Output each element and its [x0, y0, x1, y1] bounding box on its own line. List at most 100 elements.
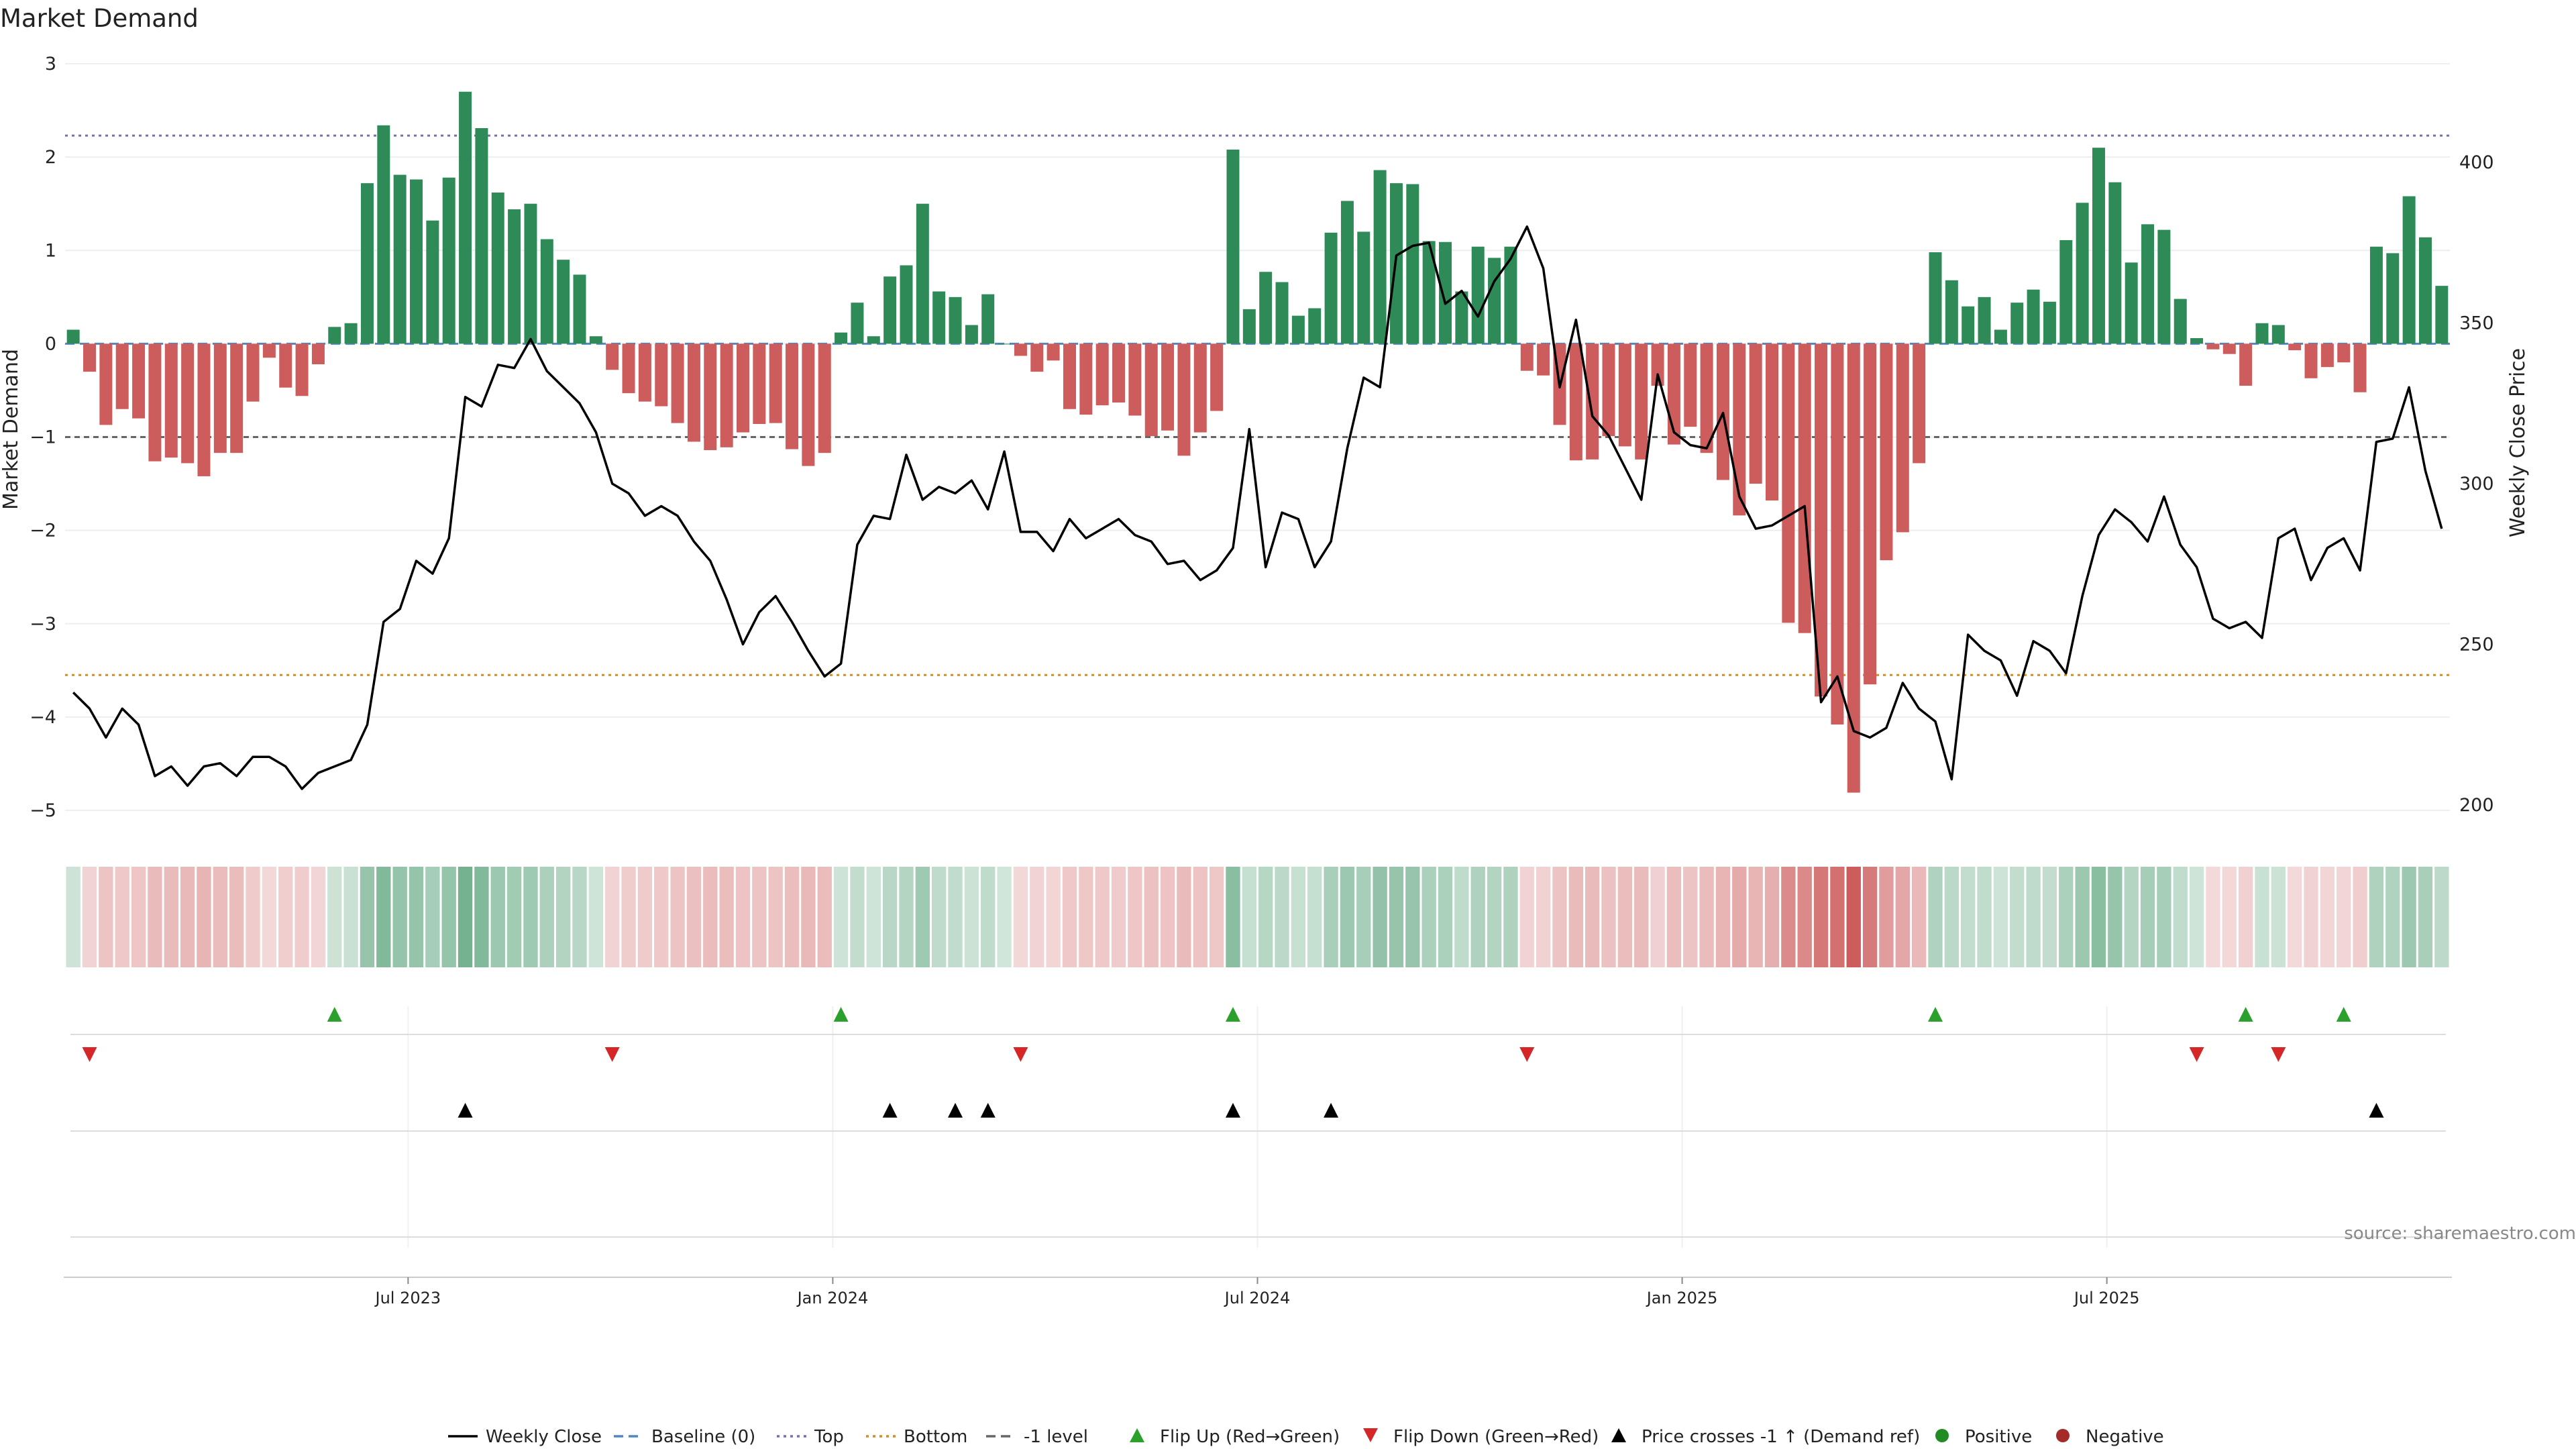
negative-bar: [1864, 343, 1877, 685]
positive-bar: [851, 303, 864, 344]
negative-bar: [132, 343, 146, 419]
heat-cell: [2075, 867, 2090, 967]
positive-bar: [2027, 289, 2040, 344]
chart-title: Market Demand: [0, 4, 199, 33]
heat-cell: [1993, 867, 2008, 967]
heat-cell: [539, 867, 554, 967]
heat-cell: [360, 867, 375, 967]
heat-cell: [2255, 867, 2269, 967]
positive-bar: [1471, 246, 1485, 344]
x-tick-label: Jul 2025: [2073, 1289, 2140, 1307]
negative-bar: [671, 343, 684, 423]
heat-cell: [523, 867, 538, 967]
positive-bar: [491, 192, 504, 344]
positive-bar: [1308, 308, 1322, 344]
positive-bar: [1259, 272, 1273, 344]
heat-cell: [376, 867, 391, 967]
heat-cell: [637, 867, 653, 967]
positive-bar: [2076, 203, 2089, 344]
negative-bar: [606, 343, 619, 370]
negative-bar: [181, 343, 195, 464]
legend-label: Flip Down (Green→Red): [1393, 1427, 1599, 1447]
legend-item: Price crosses -1 ↑ (Demand ref): [1611, 1427, 1920, 1447]
heat-cell: [1519, 867, 1534, 967]
price-cross-marker: [458, 1103, 473, 1118]
heat-cell: [2059, 867, 2074, 967]
legend-label: Negative: [2086, 1427, 2164, 1447]
heat-cell: [719, 867, 734, 967]
heat-cell: [1356, 867, 1371, 967]
positive-bar: [1275, 282, 1289, 344]
y-tick-label: −2: [30, 521, 56, 541]
heat-cell: [833, 867, 849, 967]
positive-bar: [932, 291, 946, 344]
heat-cell: [670, 867, 685, 967]
heat-cell: [2222, 867, 2237, 967]
heat-cell: [2042, 867, 2057, 967]
heat-cell: [1846, 867, 1861, 967]
price-cross-marker: [882, 1103, 898, 1118]
heat-cell: [1666, 867, 1682, 967]
heat-cell: [458, 867, 473, 967]
negative-bar: [1210, 343, 1224, 411]
negative-bar: [687, 343, 700, 442]
heat-cell: [686, 867, 702, 967]
positive-bar: [1373, 170, 1387, 344]
positive-bar: [2174, 299, 2187, 344]
negative-bar: [2206, 343, 2220, 350]
heat-cell: [752, 867, 767, 967]
legend-swatch: [1130, 1428, 1144, 1442]
heat-cell: [1454, 867, 1469, 967]
heat-cell: [2206, 867, 2220, 967]
heat-cell: [2124, 867, 2139, 967]
heat-cell: [148, 867, 162, 967]
positive-bar: [1962, 306, 1975, 344]
heat-cell: [1585, 867, 1600, 967]
negative-bar: [2288, 343, 2302, 351]
left-axis-ticks: 3 2 1 0 −1 −2 −3 −4 −5: [30, 54, 56, 821]
y2-tick-label: 250: [2459, 635, 2494, 655]
flip-up-marker: [833, 1007, 849, 1022]
heat-cell: [2026, 867, 2041, 967]
positive-bar: [2190, 338, 2204, 344]
heat-cell: [2091, 867, 2106, 967]
heat-cell: [915, 867, 930, 967]
heat-cell: [1797, 867, 1812, 967]
positive-bar: [573, 274, 586, 344]
flip-down-marker: [82, 1047, 97, 1062]
heat-cell: [1144, 867, 1159, 967]
positive-bar: [1994, 329, 2007, 344]
x-tick-label: Jul 2024: [1224, 1289, 1291, 1307]
heat-cell: [1405, 867, 1420, 967]
heat-cell: [2304, 867, 2318, 967]
positive-bar: [2386, 253, 2400, 344]
heat-cell: [1764, 867, 1780, 967]
negative-bar: [720, 343, 733, 447]
heat-cell: [1242, 867, 1256, 967]
x-axis-ticks: Jul 2023 Jan 2024 Jul 2024 Jan 2025 Jul 2025: [374, 1277, 2140, 1307]
heat-cell: [1813, 867, 1829, 967]
heat-cell: [1340, 867, 1355, 967]
positive-bar: [377, 125, 390, 344]
positive-bar: [1422, 241, 1436, 344]
legend-item: Top: [777, 1427, 844, 1447]
heat-cell: [1470, 867, 1485, 967]
heat-cell: [343, 867, 358, 967]
positive-bar: [1488, 258, 1501, 344]
heat-cell: [246, 867, 260, 967]
heat-cell: [2157, 867, 2171, 967]
heat-cell: [99, 867, 113, 967]
heat-cell: [2173, 867, 2188, 967]
heat-cell: [1487, 867, 1502, 967]
negative-bar: [1144, 343, 1158, 437]
negative-bar: [622, 343, 635, 394]
flip-down-marker: [2271, 1047, 2286, 1062]
negative-bar: [1684, 343, 1697, 427]
legend-label: Bottom: [904, 1427, 967, 1447]
negative-bar: [164, 343, 178, 458]
heat-cell: [1568, 867, 1583, 967]
heat-cell: [801, 867, 816, 967]
negative-bar: [1880, 343, 1893, 561]
heat-cell: [2337, 867, 2351, 967]
